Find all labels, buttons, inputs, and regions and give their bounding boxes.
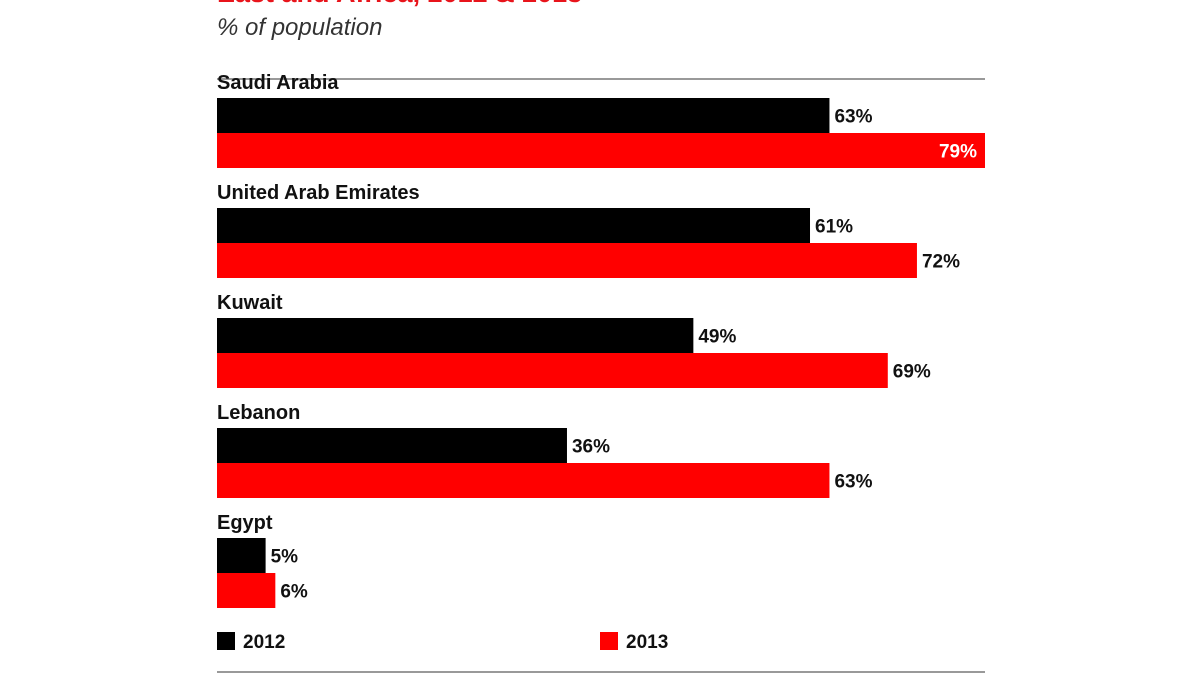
top-rule xyxy=(217,78,985,80)
data-label: 69% xyxy=(893,362,931,383)
bar-2012 xyxy=(217,428,567,463)
chart-subtitle: % of population xyxy=(217,14,383,41)
data-label: 5% xyxy=(271,547,299,568)
bar-2012 xyxy=(217,208,811,243)
bar-2013 xyxy=(217,133,985,168)
bar-2013 xyxy=(217,463,830,498)
bar-2013 xyxy=(217,353,888,388)
bottom-rule xyxy=(217,671,985,673)
data-label: 6% xyxy=(280,582,308,603)
bar-2013 xyxy=(217,573,276,608)
data-label: 49% xyxy=(698,327,736,348)
legend-label: 2012 xyxy=(243,632,285,653)
chart-title: East and Africa, 2012 & 2013 xyxy=(217,0,582,9)
category-label: Kuwait xyxy=(217,292,283,314)
data-label: 72% xyxy=(922,252,960,273)
data-label: 61% xyxy=(815,217,853,238)
legend-swatch-2013 xyxy=(600,632,618,650)
bar-2013 xyxy=(217,243,917,278)
bar-2012 xyxy=(217,98,830,133)
data-label: 63% xyxy=(834,107,872,128)
bar-2012 xyxy=(217,538,266,573)
data-label: 63% xyxy=(834,472,872,493)
legend-label: 2013 xyxy=(626,632,668,653)
data-label: 36% xyxy=(572,437,610,458)
data-label: 79% xyxy=(939,142,977,163)
category-label: Lebanon xyxy=(217,402,300,424)
legend-swatch-2012 xyxy=(217,632,235,650)
bar-2012 xyxy=(217,318,694,353)
category-label: Egypt xyxy=(217,512,273,534)
category-label: Saudi Arabia xyxy=(217,72,339,94)
category-label: United Arab Emirates xyxy=(217,182,420,204)
